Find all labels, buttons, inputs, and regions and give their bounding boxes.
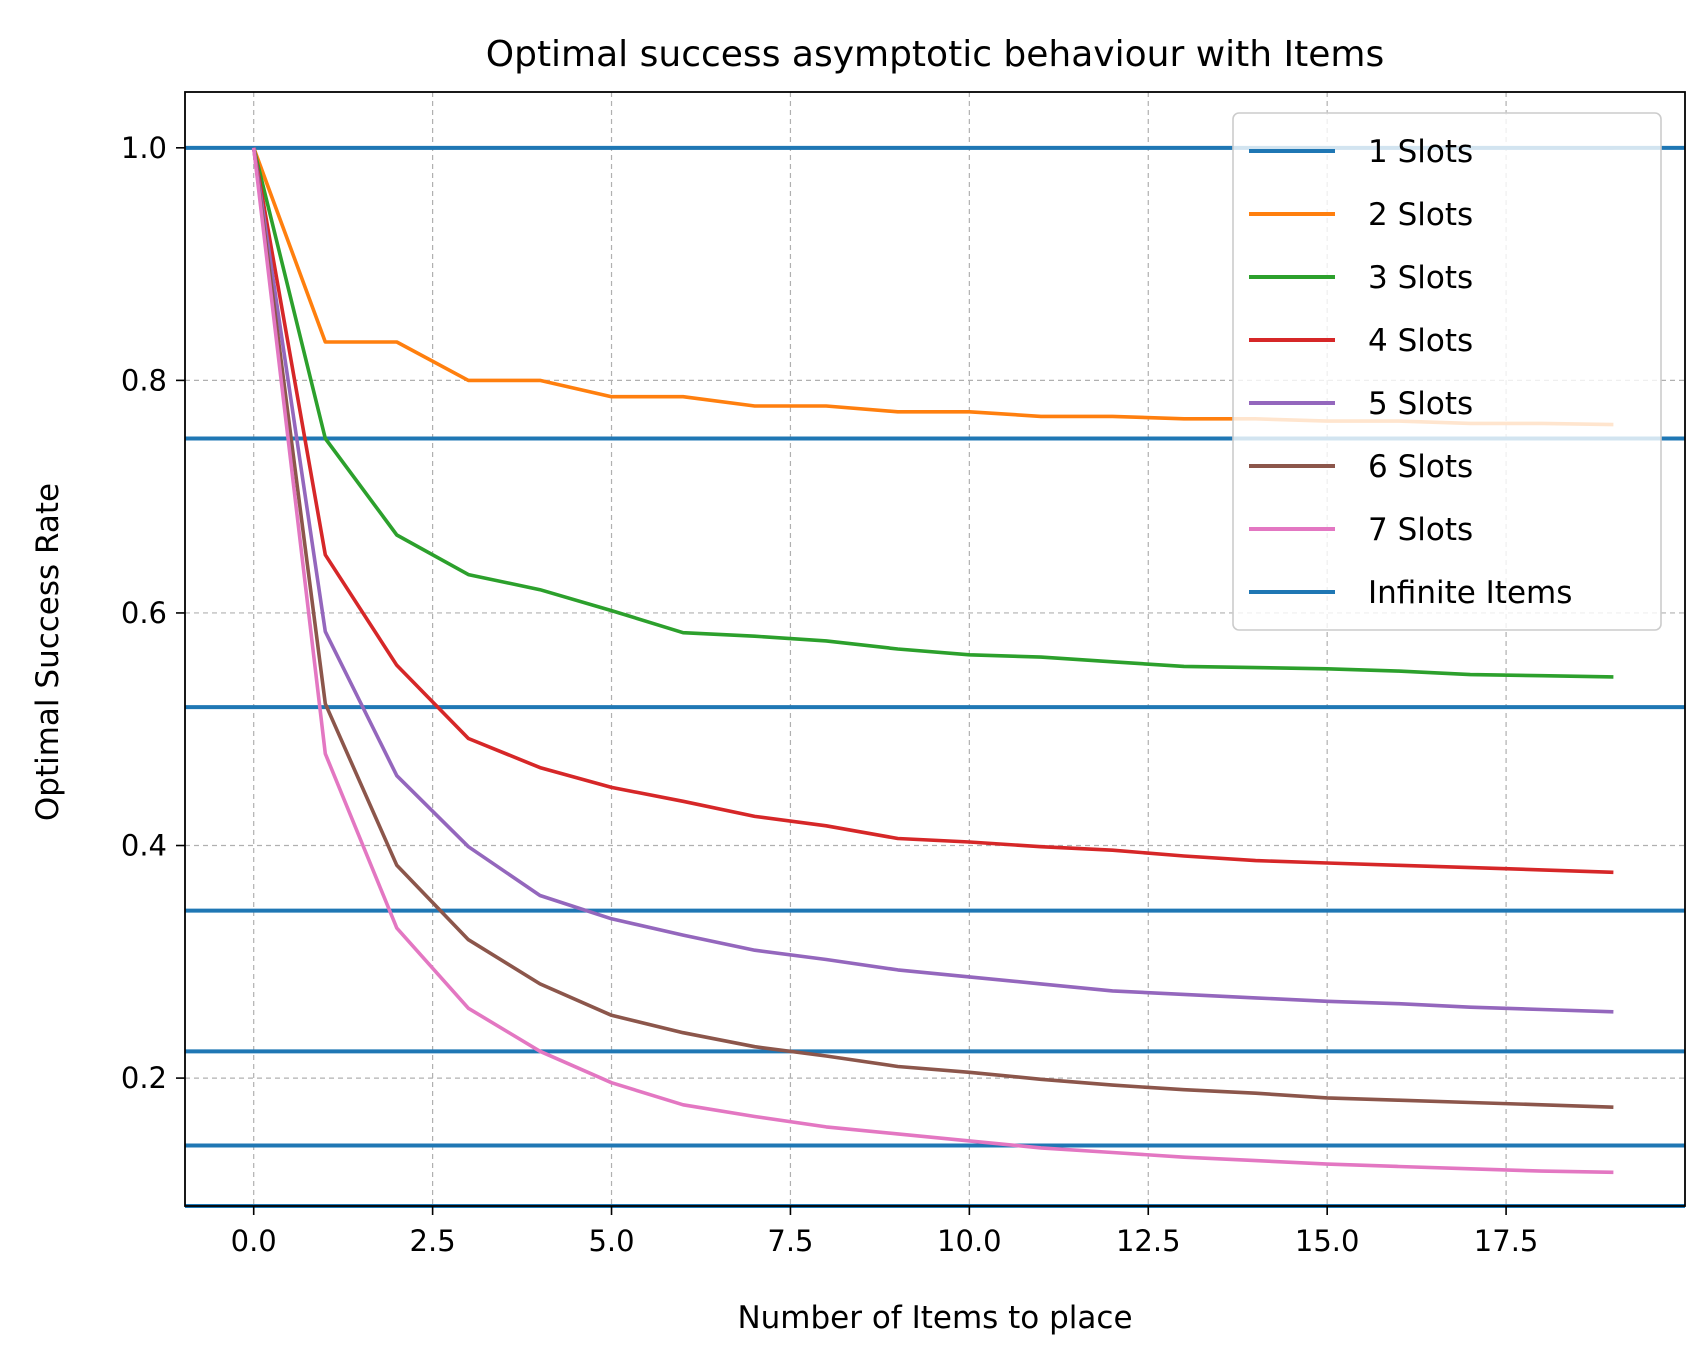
legend: 1 Slots 2 Slots 3 Slots 4 Slots 5 Slots 6 Slo… bbox=[1232, 112, 1662, 631]
y-axis-label: Optimal Success Rate bbox=[30, 483, 66, 821]
axis-ticks: 0.0 2.5 5.0 7.5 10.0 12.5 15.0 17.5 0.2 0.4 0.6 0.8… bbox=[121, 131, 1539, 1258]
series-line-3-slots bbox=[251, 147, 1614, 679]
x-tick-label: 10.0 bbox=[937, 1224, 1002, 1258]
legend-label: 4 Slots bbox=[1368, 323, 1473, 359]
y-tick-label: 0.6 bbox=[121, 596, 167, 630]
legend-label: Infinite Items bbox=[1368, 575, 1572, 611]
y-tick-label: 0.4 bbox=[121, 829, 167, 863]
series-line-6-slots bbox=[251, 147, 1614, 1109]
x-tick-label: 15.0 bbox=[1295, 1224, 1360, 1258]
x-tick-label: 17.5 bbox=[1474, 1224, 1539, 1258]
x-axis-label: Number of Items to place bbox=[737, 1300, 1132, 1336]
legend-box bbox=[1232, 112, 1662, 631]
series-line-4-slots bbox=[251, 147, 1614, 875]
x-tick-label: 7.5 bbox=[767, 1224, 813, 1258]
legend-label: 3 Slots bbox=[1368, 260, 1473, 296]
legend-label: 7 Slots bbox=[1368, 512, 1473, 548]
series-line-7-slots bbox=[251, 147, 1614, 1175]
plot-area-frame bbox=[184, 91, 1686, 1207]
x-tick-label: 2.5 bbox=[410, 1224, 456, 1258]
x-tick-label: 12.5 bbox=[1116, 1224, 1181, 1258]
legend-label: 2 Slots bbox=[1368, 197, 1473, 233]
legend-label: 1 Slots bbox=[1368, 134, 1473, 170]
series-line-5-slots bbox=[251, 147, 1614, 1014]
y-tick-label: 1.0 bbox=[121, 131, 167, 165]
x-tick-label: 0.0 bbox=[231, 1224, 277, 1258]
legend-label: 6 Slots bbox=[1368, 449, 1473, 485]
legend-label: 5 Slots bbox=[1368, 386, 1473, 422]
y-tick-label: 0.8 bbox=[121, 363, 167, 397]
y-tick-label: 0.2 bbox=[121, 1061, 167, 1095]
chart-title: Optimal success asymptotic behaviour wit… bbox=[486, 34, 1384, 75]
x-tick-label: 5.0 bbox=[588, 1224, 634, 1258]
